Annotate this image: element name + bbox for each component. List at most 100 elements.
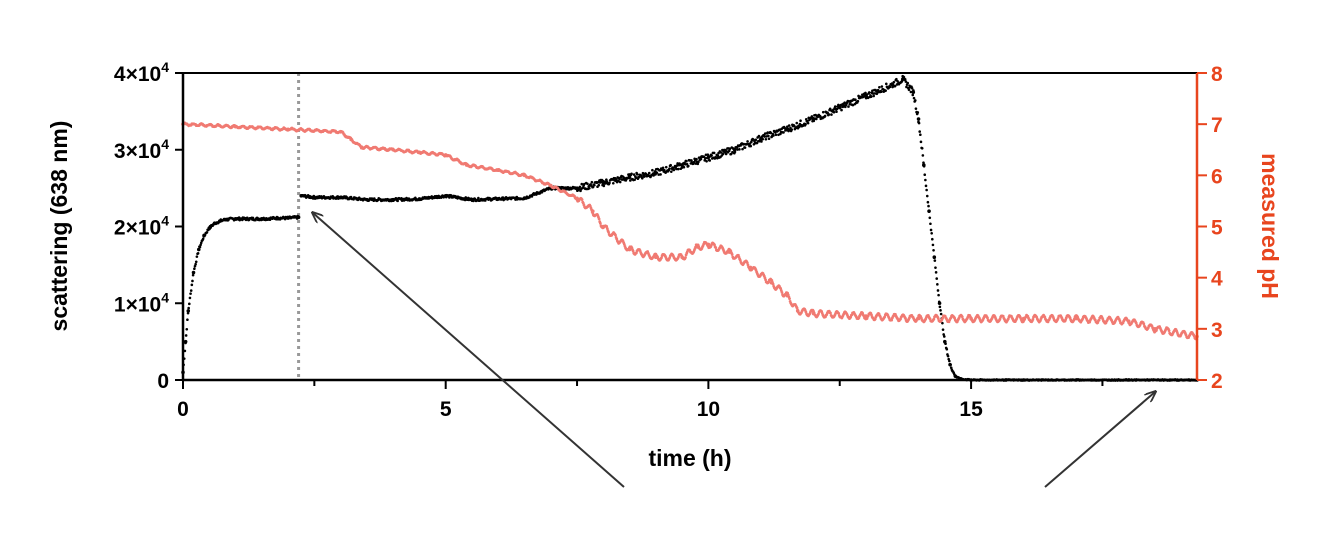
data-point bbox=[627, 247, 632, 252]
data-point bbox=[349, 137, 353, 142]
y2-tick-label: 4 bbox=[1211, 268, 1223, 291]
data-point bbox=[586, 182, 589, 186]
data-point bbox=[884, 89, 887, 92]
x-tick-label: 0 bbox=[177, 398, 189, 421]
y-tick-label: 4×104 bbox=[114, 59, 169, 86]
data-point bbox=[233, 217, 238, 221]
data-point bbox=[879, 90, 883, 94]
data-point bbox=[629, 179, 632, 182]
series-2 bbox=[181, 121, 1199, 341]
data-point bbox=[921, 154, 925, 157]
data-point bbox=[916, 111, 920, 114]
data-point bbox=[618, 180, 622, 184]
data-point bbox=[884, 82, 888, 86]
data-point bbox=[186, 309, 191, 313]
data-point bbox=[942, 335, 946, 338]
data-point bbox=[941, 321, 944, 325]
y2-tick-label: 6 bbox=[1211, 165, 1223, 188]
data-point bbox=[601, 180, 606, 185]
data-point bbox=[804, 122, 807, 126]
data-point bbox=[195, 255, 199, 258]
data-point bbox=[795, 306, 799, 310]
data-point bbox=[906, 81, 910, 85]
data-point bbox=[806, 121, 810, 125]
data-point bbox=[763, 132, 767, 135]
x-tick-label: 15 bbox=[959, 398, 983, 421]
data-point bbox=[847, 105, 850, 108]
data-point bbox=[470, 197, 474, 202]
data-point bbox=[632, 173, 636, 176]
data-point bbox=[900, 77, 905, 81]
data-point bbox=[931, 237, 934, 241]
data-point bbox=[661, 166, 665, 170]
data-point bbox=[657, 173, 660, 176]
data-point bbox=[391, 197, 395, 202]
data-point bbox=[935, 277, 939, 280]
data-point bbox=[618, 177, 621, 181]
data-point bbox=[682, 165, 686, 169]
data-point bbox=[815, 117, 818, 121]
data-point bbox=[464, 163, 469, 167]
data-point bbox=[735, 146, 739, 149]
data-point bbox=[864, 94, 868, 98]
data-point bbox=[969, 316, 973, 321]
data-point bbox=[936, 289, 940, 292]
data-point bbox=[913, 99, 917, 102]
data-point bbox=[766, 131, 770, 134]
y-axis-title: scattering (638 nm) bbox=[46, 121, 72, 332]
data-point bbox=[705, 159, 708, 163]
data-point bbox=[1097, 318, 1101, 322]
y2-tick-label: 7 bbox=[1211, 114, 1223, 137]
data-point bbox=[597, 217, 601, 221]
data-point bbox=[642, 175, 646, 178]
data-point bbox=[840, 108, 843, 112]
data-point bbox=[933, 259, 937, 262]
data-point bbox=[896, 80, 899, 83]
data-point bbox=[931, 243, 935, 247]
data-point bbox=[929, 228, 933, 232]
data-point bbox=[522, 173, 527, 178]
data-point bbox=[914, 107, 918, 110]
data-point bbox=[191, 270, 196, 275]
data-point bbox=[937, 301, 942, 306]
data-point bbox=[827, 113, 831, 116]
y-tick-label: 0 bbox=[157, 370, 169, 393]
data-point bbox=[695, 157, 698, 161]
data-point bbox=[910, 87, 914, 90]
y2-tick-label: 3 bbox=[1211, 319, 1223, 342]
data-point bbox=[804, 118, 808, 121]
data-point bbox=[926, 200, 930, 204]
data-point bbox=[588, 186, 591, 190]
data-point bbox=[443, 153, 448, 157]
data-point bbox=[927, 209, 931, 213]
data-point bbox=[730, 253, 734, 256]
data-point bbox=[672, 168, 676, 172]
data-point bbox=[856, 99, 860, 103]
series-0 bbox=[181, 214, 301, 375]
data-point bbox=[916, 316, 921, 321]
data-point bbox=[811, 117, 816, 121]
data-point bbox=[635, 172, 639, 176]
data-point bbox=[872, 94, 875, 98]
data-point bbox=[514, 198, 517, 201]
data-point bbox=[932, 248, 935, 252]
data-point bbox=[925, 188, 928, 192]
data-point bbox=[223, 217, 227, 222]
data-point bbox=[743, 146, 747, 149]
data-point bbox=[590, 180, 594, 184]
data-point bbox=[183, 339, 188, 344]
data-point bbox=[912, 96, 916, 100]
data-point bbox=[925, 194, 929, 198]
data-point bbox=[312, 195, 317, 200]
data-point bbox=[934, 266, 937, 269]
data-point bbox=[873, 317, 877, 321]
data-point bbox=[821, 110, 825, 114]
data-point bbox=[946, 354, 950, 358]
data-point bbox=[685, 159, 688, 163]
x-tick-label: 5 bbox=[440, 398, 452, 421]
data-point bbox=[769, 280, 774, 285]
data-point bbox=[522, 196, 527, 200]
data-point bbox=[795, 309, 800, 313]
